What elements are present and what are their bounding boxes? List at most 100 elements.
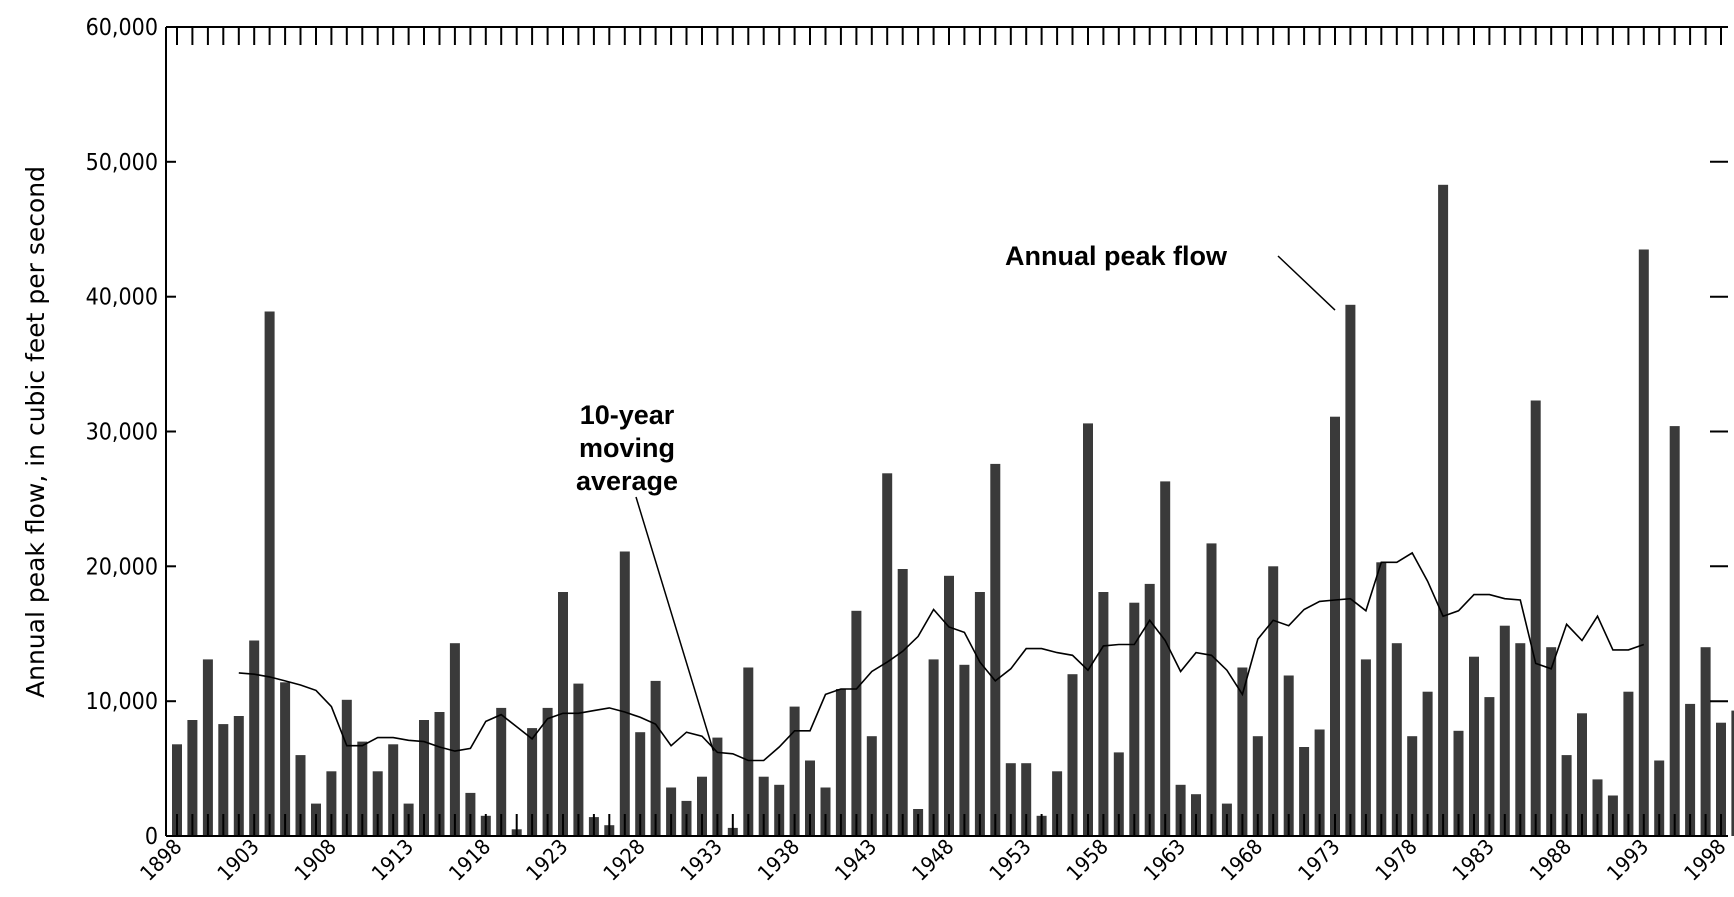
- bar-1982: [1469, 656, 1479, 836]
- bar-1945: [897, 569, 908, 836]
- bar-1919: [496, 707, 507, 836]
- bar-1936: [758, 776, 769, 836]
- bar-1940: [820, 787, 831, 836]
- bar-1922: [542, 707, 553, 836]
- bar-1912: [388, 744, 399, 836]
- bar-1990: [1592, 779, 1603, 836]
- y-tick-label: 20,000: [86, 554, 158, 580]
- bar-1908: [326, 771, 337, 836]
- bar-1971: [1299, 747, 1310, 836]
- bar-1949: [959, 664, 970, 836]
- bar-1903: [249, 640, 260, 836]
- bar-1984: [1499, 625, 1510, 836]
- annual-peak-flow-annotation: Annual peak flow: [1005, 241, 1228, 271]
- bar-1997: [1700, 647, 1711, 836]
- bar-1927: [619, 551, 630, 836]
- bar-1898: [172, 744, 182, 836]
- moving-average-layer: [238, 551, 1645, 762]
- bar-1939: [805, 760, 815, 836]
- bar-1993: [1638, 249, 1649, 836]
- annual-peak-flow-leader: [1277, 255, 1336, 311]
- bar-1989: [1577, 713, 1587, 836]
- bar-1941: [835, 689, 846, 836]
- bar-1911: [372, 771, 383, 836]
- moving-average-line: [238, 551, 1645, 762]
- bar-1942: [851, 610, 862, 836]
- bar-1933: [712, 737, 723, 836]
- y-tick-label: 50,000: [86, 150, 158, 176]
- bar-1904: [264, 311, 275, 836]
- bar-1998: [1716, 722, 1726, 836]
- y-tick-label: 0: [145, 824, 158, 850]
- bar-1932: [697, 776, 707, 836]
- bar-1999: [1731, 710, 1734, 836]
- bar-1994: [1654, 760, 1665, 836]
- bar-1972: [1314, 729, 1325, 836]
- bar-1930: [666, 787, 677, 836]
- bar-1937: [774, 784, 785, 836]
- bar-1976: [1376, 562, 1387, 836]
- bar-1980: [1438, 184, 1449, 837]
- bar-1951: [990, 463, 1001, 836]
- bar-1952: [1005, 763, 1016, 836]
- bar-1987: [1546, 647, 1557, 836]
- moving-average-leader: [635, 496, 715, 752]
- bar-1902: [233, 716, 244, 836]
- y-tick-label: 40,000: [86, 285, 158, 311]
- bar-1915: [434, 712, 445, 836]
- bar-1956: [1067, 674, 1078, 836]
- bar-1963: [1175, 784, 1186, 836]
- bar-1974: [1345, 304, 1356, 836]
- bar-1914: [419, 720, 429, 836]
- bar-1906: [295, 755, 306, 836]
- bar-1901: [218, 724, 229, 836]
- bar-1944: [882, 473, 893, 836]
- y-tick-labels: 0 10,000 20,000 30,000 40,000 50,000 60,000: [86, 15, 158, 850]
- bar-1973: [1330, 416, 1340, 836]
- bar-1979: [1422, 691, 1433, 836]
- bar-1948: [944, 575, 954, 836]
- bar-1905: [280, 682, 291, 836]
- bar-1995: [1669, 426, 1680, 836]
- annotation-layer: Annual peak flow 10-year moving average: [576, 241, 1336, 752]
- bar-1910: [357, 741, 368, 836]
- y-tick-label: 60,000: [86, 15, 158, 41]
- bar-1981: [1453, 730, 1464, 836]
- bar-1924: [573, 683, 584, 836]
- moving-average-annotation: 10-year moving average: [576, 400, 678, 496]
- bar-1957: [1083, 423, 1093, 836]
- bar-1986: [1530, 400, 1541, 836]
- bar-1958: [1098, 592, 1109, 836]
- bar-1977: [1391, 643, 1402, 836]
- bar-1960: [1129, 602, 1140, 836]
- bar-1970: [1283, 675, 1294, 836]
- y-tick-label: 30,000: [86, 420, 158, 446]
- bar-1978: [1407, 736, 1418, 836]
- bar-1968: [1252, 736, 1263, 836]
- bar-1909: [341, 699, 352, 836]
- bar-1938: [789, 706, 800, 836]
- bar-1943: [866, 736, 877, 836]
- bar-1988: [1561, 755, 1572, 836]
- bar-1965: [1206, 543, 1217, 836]
- bar-1975: [1360, 659, 1371, 836]
- bar-1961: [1144, 583, 1155, 836]
- bar-1928: [635, 732, 646, 836]
- bar-1900: [202, 659, 213, 836]
- bar-1953: [1021, 763, 1032, 836]
- bar-1955: [1052, 771, 1063, 836]
- bar-1992: [1623, 691, 1634, 836]
- bar-1929: [650, 680, 661, 836]
- y-tick-label: 10,000: [86, 689, 158, 715]
- bar-1916: [449, 643, 460, 836]
- bar-1996: [1685, 703, 1696, 836]
- bar-1985: [1515, 643, 1526, 836]
- bar-1967: [1237, 667, 1248, 836]
- y-axis-title: Annual peak flow, in cubic feet per seco…: [21, 166, 50, 698]
- axis-layer: [165, 26, 1728, 837]
- bar-1935: [743, 667, 754, 836]
- bar-1959: [1113, 752, 1124, 836]
- bar-1969: [1268, 566, 1279, 836]
- bars-layer: [172, 184, 1734, 837]
